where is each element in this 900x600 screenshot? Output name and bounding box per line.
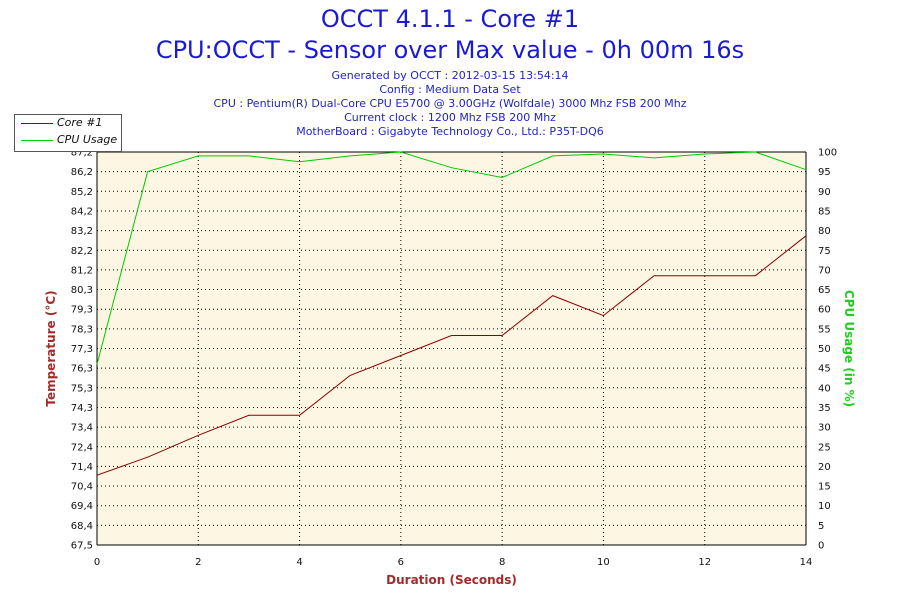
y-right-tick-label: 45 [818, 364, 831, 375]
y-left-tick-label: 73,4 [71, 423, 93, 434]
y-left-tick-label: 81,2 [71, 265, 93, 276]
y-left-tick-label: 72,4 [71, 442, 93, 453]
y-right-tick-label: 90 [818, 187, 831, 198]
y-left-tick-label: 86,2 [71, 167, 93, 178]
legend-label-cpu-usage: CPU Usage [57, 133, 118, 146]
chart-title: OCCT 4.1.1 - Core #1 [320, 5, 580, 33]
y-right-tick-label: 10 [818, 501, 831, 512]
y-left-tick-label: 67,5 [71, 541, 93, 552]
chart-subtitle: CPU:OCCT - Sensor over Max value - 0h 00… [155, 36, 745, 64]
y-right-tick-label: 25 [818, 442, 831, 453]
y-right-tick-label: 40 [818, 383, 831, 394]
y-left-tick-label: 84,2 [71, 206, 93, 217]
y-left-tick-label: 83,2 [71, 226, 93, 237]
x-axis-label: Duration (Seconds) [386, 573, 517, 587]
y-right-tick-label: 50 [818, 344, 831, 355]
plot-background [97, 152, 806, 545]
y-right-tick-label: 65 [818, 285, 831, 296]
y-right-tick-label: 30 [818, 423, 831, 434]
y-left-tick-label: 79,3 [71, 305, 93, 316]
chart-legend: Core #1 CPU Usage [14, 114, 122, 152]
x-tick-label: 6 [398, 557, 404, 568]
x-tick-label: 12 [698, 557, 711, 568]
series-cpu-usage-line [96, 151, 807, 365]
y-left-tick-label: 85,2 [71, 187, 93, 198]
y-left-tick-label: 76,3 [71, 364, 93, 375]
y-right-tick-label: 80 [818, 226, 831, 237]
y-right-tick-label: 75 [818, 246, 831, 257]
y-left-tick-label: 78,3 [71, 324, 93, 335]
info-cpu: CPU : Pentium(R) Dual-Core CPU E5700 @ 3… [213, 97, 687, 110]
y-left-tick-label: 74,3 [71, 403, 93, 414]
y-right-tick-label: 5 [818, 521, 824, 532]
y-right-tick-label: 85 [818, 206, 831, 217]
legend-item-cpu-usage: CPU Usage [15, 132, 121, 148]
y-left-tick-label: 69,4 [71, 501, 93, 512]
y-right-tick-label: 100 [818, 148, 837, 159]
legend-label-core: Core #1 [57, 116, 103, 129]
legend-item-core: Core #1 [15, 115, 121, 131]
legend-swatch-cpu-usage [21, 140, 53, 141]
info-generated: Generated by OCCT : 2012-03-15 13:54:14 [331, 69, 569, 82]
info-clock: Current clock : 1200 Mhz FSB 200 Mhz [344, 111, 556, 124]
info-motherboard: MotherBoard : Gigabyte Technology Co., L… [296, 125, 604, 138]
y-left-tick-label: 80,3 [71, 285, 93, 296]
y-left-tick-label: 68,4 [71, 521, 93, 532]
x-tick-label: 2 [195, 557, 201, 568]
y-left-tick-label: 77,3 [71, 344, 93, 355]
y-right-tick-label: 0 [818, 541, 824, 552]
y-right-tick-label: 95 [818, 167, 831, 178]
x-tick-label: 4 [296, 557, 302, 568]
y-left-tick-label: 71,4 [71, 462, 93, 473]
y-right-tick-label: 55 [818, 324, 831, 335]
y-left-tick-label: 70,4 [71, 482, 93, 493]
y-right-tick-label: 60 [818, 305, 831, 316]
y-left-tick-label: 75,3 [71, 383, 93, 394]
legend-swatch-core [21, 123, 53, 124]
series-core-line [96, 235, 807, 476]
x-tick-label: 14 [800, 557, 813, 568]
y-left-axis-label: Temperature (°C) [44, 290, 58, 406]
y-right-axis-label: CPU Usage (in %) [842, 290, 856, 407]
y-left-tick-label: 87,2 [71, 148, 93, 159]
y-right-tick-label: 15 [818, 482, 831, 493]
x-tick-label: 8 [499, 557, 505, 568]
x-tick-label: 0 [94, 557, 100, 568]
info-config: Config : Medium Data Set [379, 83, 521, 96]
y-right-tick-label: 20 [818, 462, 831, 473]
y-right-tick-label: 70 [818, 265, 831, 276]
y-right-tick-label: 35 [818, 403, 831, 414]
y-left-tick-label: 82,2 [71, 246, 93, 257]
x-tick-label: 10 [597, 557, 610, 568]
